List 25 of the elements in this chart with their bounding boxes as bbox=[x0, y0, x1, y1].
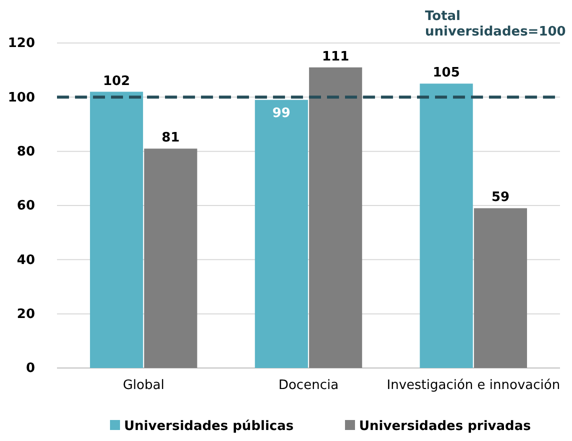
y-tick-label: 60 bbox=[16, 198, 35, 214]
data-label: 111 bbox=[322, 49, 350, 64]
bar bbox=[309, 67, 362, 368]
x-tick-label: Global bbox=[122, 378, 164, 394]
y-tick-label: 80 bbox=[16, 144, 35, 160]
bar bbox=[420, 84, 473, 368]
bar bbox=[90, 92, 144, 368]
data-label: 81 bbox=[162, 130, 180, 146]
bar bbox=[254, 100, 308, 368]
data-label: 105 bbox=[432, 66, 460, 81]
x-tick-label: Docencia bbox=[278, 378, 339, 394]
data-label: 102 bbox=[102, 74, 130, 89]
bar bbox=[144, 148, 198, 368]
y-tick-label: 120 bbox=[8, 36, 35, 52]
y-tick-label: 20 bbox=[16, 306, 35, 322]
legend-label: Universidades privadas bbox=[359, 419, 532, 434]
y-tick-label: 0 bbox=[26, 361, 35, 376]
data-label: 59 bbox=[491, 190, 510, 206]
x-tick-label: Investigación e innovación bbox=[386, 378, 560, 394]
ref-line-label: Total universidades=100 bbox=[425, 9, 566, 40]
y-tick-label: 100 bbox=[8, 90, 35, 106]
data-label: 99 bbox=[272, 106, 290, 121]
y-tick-label: 40 bbox=[16, 252, 35, 268]
legend-label: Universidades públicas bbox=[124, 419, 294, 434]
bar bbox=[474, 208, 528, 368]
